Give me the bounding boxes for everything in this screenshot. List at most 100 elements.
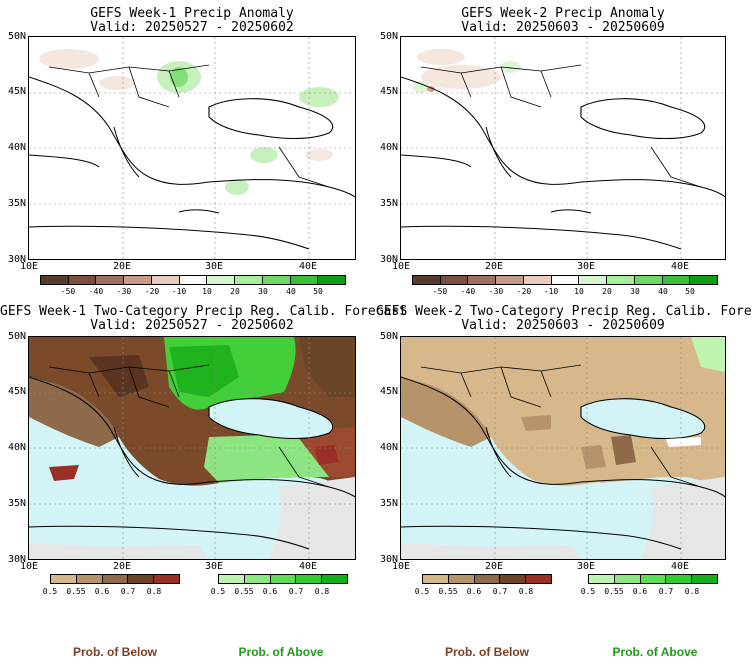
cbar-seg (589, 575, 615, 583)
cbar-label: 0.8 (684, 587, 700, 596)
panel1-title: GEFS Week-1 Precip Anomaly (90, 6, 294, 21)
cbar-label: 40 (658, 287, 668, 296)
cbar-seg (662, 276, 691, 284)
lat-label: 45N (7, 386, 26, 397)
panel2-valid: Valid: 20250603 - 20250609 (461, 20, 665, 35)
lon-label: 40E (298, 561, 318, 572)
lat-label: 35N (379, 198, 398, 209)
cbar-label: -40 (460, 287, 476, 296)
lon-label: 10E (391, 561, 411, 572)
anomaly-colorbar-2 (412, 275, 718, 285)
cbar-label: 10 (574, 287, 584, 296)
cbar-seg (413, 276, 441, 284)
cbar-label: -30 (116, 287, 132, 296)
lon-label: 30E (576, 261, 596, 272)
panel3-valid: Valid: 20250527 - 20250602 (90, 318, 294, 333)
cbar-label: 50 (685, 287, 695, 296)
cbar-seg (244, 575, 271, 583)
lat-label: 30N (379, 254, 398, 265)
cbar-label: 20 (602, 287, 612, 296)
panel4-title: GEFS Week-2 Two-Category Precip Reg. Cal… (376, 304, 752, 319)
cbar-label: -50 (60, 287, 76, 296)
cbar-seg (579, 276, 608, 284)
cbar-label: -20 (516, 287, 532, 296)
cbar-label: 0.5 (414, 587, 430, 596)
prob-below-label: Prob. of Below (73, 645, 157, 659)
cbar-label: 0.8 (146, 587, 162, 596)
above-colorbar-1 (218, 574, 348, 584)
cbar-seg (690, 276, 718, 284)
cbar-label: 40 (286, 287, 296, 296)
lat-label: 45N (379, 386, 398, 397)
cbar-seg (423, 575, 449, 583)
cbar-seg (523, 276, 552, 284)
cbar-seg (235, 276, 263, 284)
cbar-label: 0.6 (262, 587, 278, 596)
cbar-seg (692, 575, 717, 583)
cbar-seg (551, 276, 580, 284)
lon-label: 40E (670, 261, 690, 272)
lon-label: 20E (484, 261, 504, 272)
cbar-seg (51, 575, 77, 583)
cbar-label: 0.6 (94, 587, 110, 596)
above-colorbar-2 (588, 574, 718, 584)
lat-label: 40N (379, 442, 398, 453)
cbar-seg (41, 276, 69, 284)
cbar-seg (500, 575, 527, 583)
cbar-label: -30 (488, 287, 504, 296)
cbar-seg (262, 276, 291, 284)
cbar-label: 0.6 (632, 587, 648, 596)
cbar-label: -20 (144, 287, 160, 296)
lon-label: 10E (19, 261, 39, 272)
cbar-seg (468, 276, 497, 284)
lon-label: 20E (112, 561, 132, 572)
cbar-label: 0.5 (210, 587, 226, 596)
lat-label: 45N (379, 86, 398, 97)
lat-label: 35N (7, 198, 26, 209)
lat-label: 50N (7, 31, 26, 42)
cbar-seg (76, 575, 103, 583)
cbar-label: -10 (171, 287, 187, 296)
lat-label: 30N (379, 554, 398, 565)
cbar-label: 20 (230, 287, 240, 296)
cbar-seg (640, 575, 667, 583)
cbar-seg (154, 575, 179, 583)
panel2-title: GEFS Week-2 Precip Anomaly (461, 6, 665, 21)
lon-label: 30E (204, 561, 224, 572)
below-colorbar-1 (50, 574, 180, 584)
cbar-label: -10 (543, 287, 559, 296)
cbar-seg (128, 575, 155, 583)
prob-below-label: Prob. of Below (445, 645, 529, 659)
cbar-seg (526, 575, 551, 583)
cbar-seg (207, 276, 236, 284)
lat-label: 50N (379, 331, 398, 342)
lon-label: 20E (484, 561, 504, 572)
cbar-seg (614, 575, 641, 583)
cbar-label: 0.5 (42, 587, 58, 596)
cbar-label: 0.8 (518, 587, 534, 596)
cbar-seg (666, 575, 693, 583)
cbar-seg (318, 276, 346, 284)
cbar-label: 10 (202, 287, 212, 296)
lat-label: 35N (7, 498, 26, 509)
lat-label: 50N (7, 331, 26, 342)
cbar-label: 0.8 (314, 587, 330, 596)
lon-label: 20E (112, 261, 132, 272)
lat-label: 35N (379, 498, 398, 509)
cbar-label: 0.7 (492, 587, 508, 596)
cbar-label: 30 (630, 287, 640, 296)
cbar-label: 0.7 (120, 587, 136, 596)
cbar-seg (496, 276, 524, 284)
lat-label: 50N (379, 31, 398, 42)
cbar-seg (474, 575, 501, 583)
lon-label: 40E (298, 261, 318, 272)
below-colorbar-2 (422, 574, 552, 584)
cbar-label: 0.55 (66, 587, 86, 596)
anomaly-map-week2 (400, 36, 726, 260)
panel4-valid: Valid: 20250603 - 20250609 (461, 318, 665, 333)
cbar-label: 0.5 (580, 587, 596, 596)
cbar-label: 0.7 (658, 587, 674, 596)
cbar-label: 0.55 (604, 587, 624, 596)
lat-label: 40N (379, 142, 398, 153)
cbar-seg (607, 276, 635, 284)
